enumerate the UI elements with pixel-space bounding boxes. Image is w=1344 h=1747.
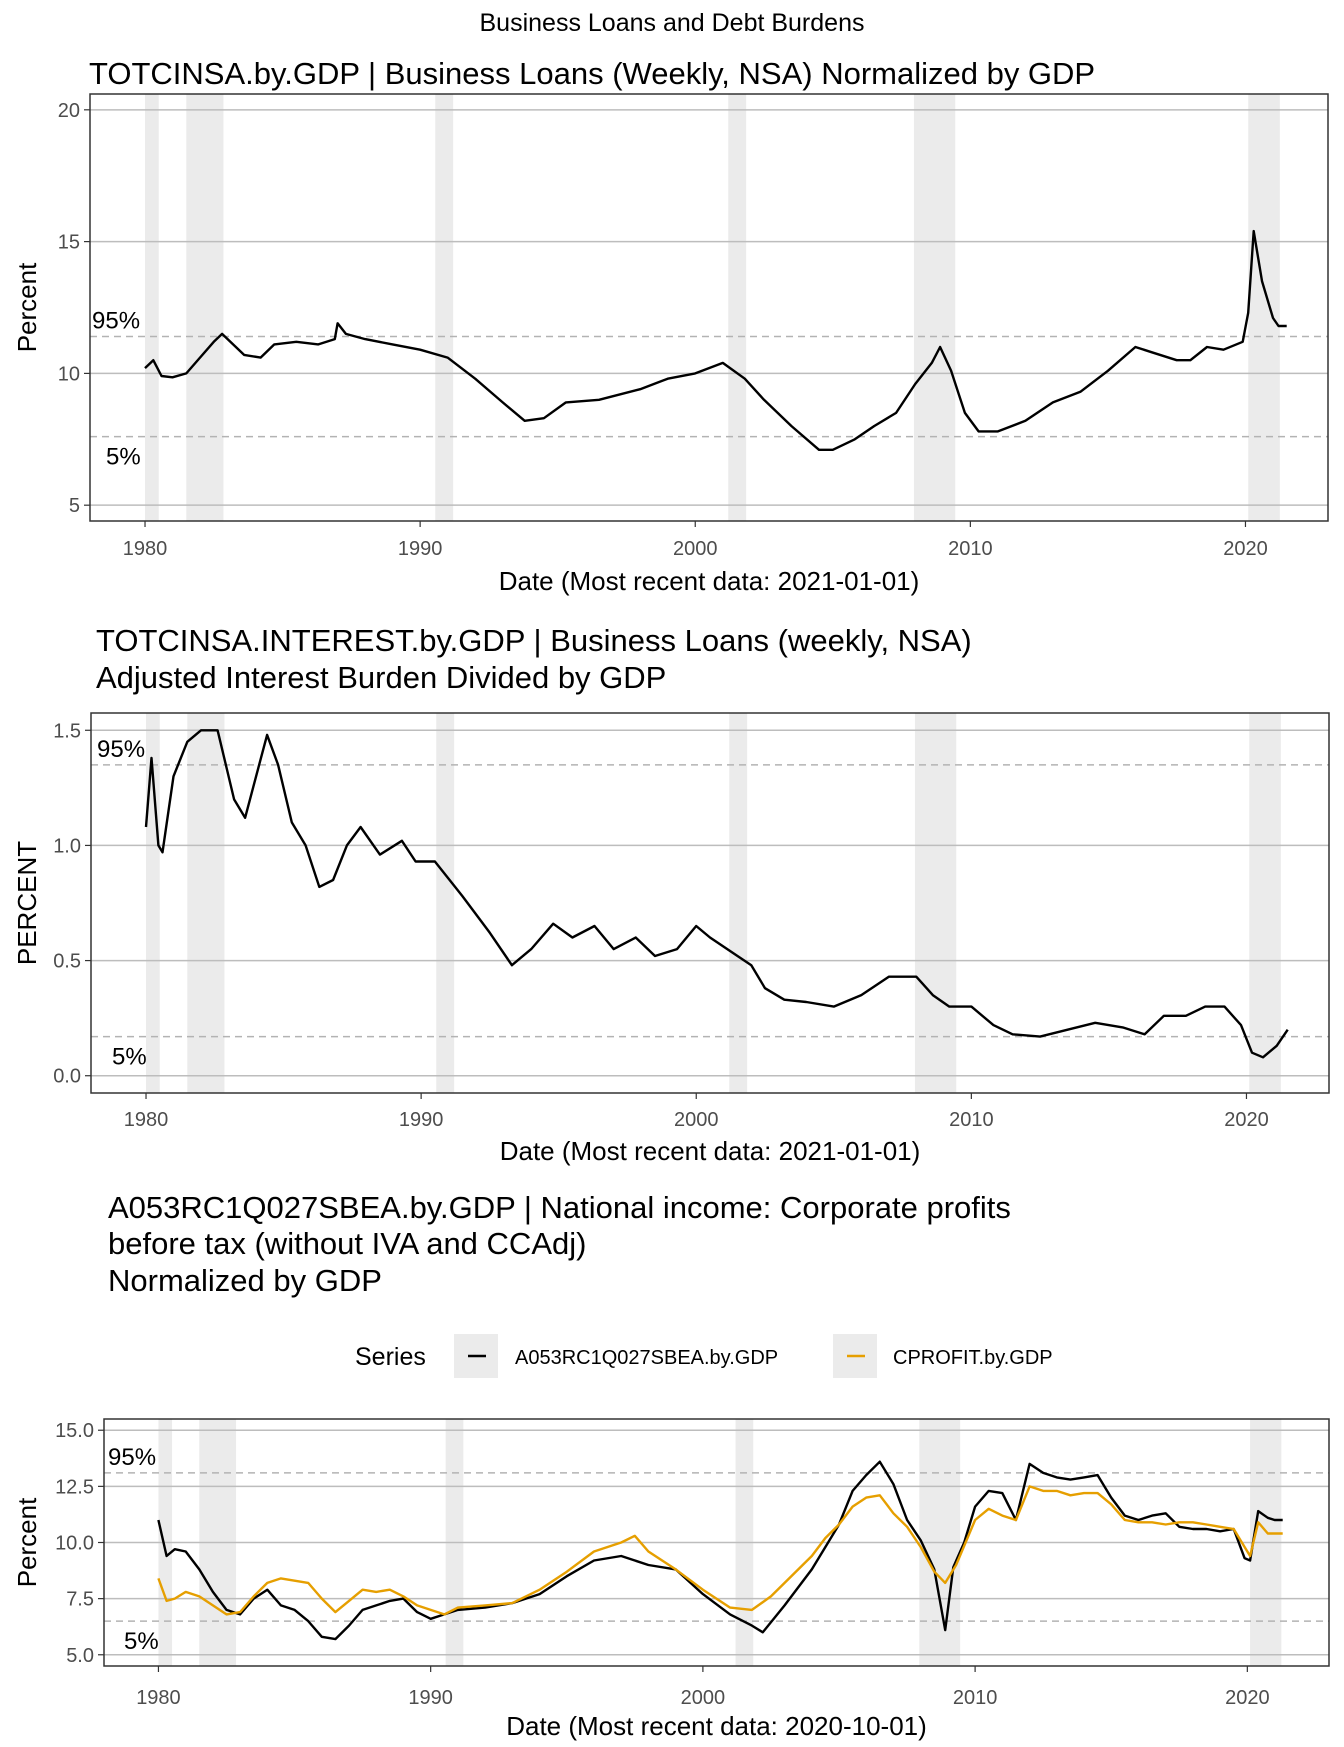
y-tick-label: 10.0 bbox=[55, 1533, 94, 1555]
panel-border bbox=[89, 93, 1329, 522]
x-tick-label: 1980 bbox=[136, 1687, 181, 1709]
page-title: Business Loans and Debt Burdens bbox=[480, 9, 865, 37]
x-tick-label: 2000 bbox=[674, 1109, 719, 1131]
chart-title: TOTCINSA.by.GDP | Business Loans (Weekly… bbox=[89, 56, 1095, 91]
chart-panel-1: TOTCINSA.by.GDP | Business Loans (Weekly… bbox=[12, 56, 1329, 596]
y-tick-label: 15.0 bbox=[55, 1420, 94, 1442]
x-axis-label: Date (Most recent data: 2021-01-01) bbox=[500, 1136, 921, 1166]
x-tick-label: 2000 bbox=[673, 538, 718, 560]
recession-band bbox=[914, 713, 957, 1093]
panel-border bbox=[103, 1418, 1330, 1667]
chart-title: before tax (without IVA and CCAdj) bbox=[108, 1226, 586, 1261]
chart-title: A053RC1Q027SBEA.by.GDP | National income… bbox=[108, 1190, 1011, 1225]
recession-band bbox=[145, 94, 159, 521]
x-tick-label: 2010 bbox=[948, 538, 993, 560]
x-tick-label: 2000 bbox=[681, 1687, 726, 1709]
chart-title: Normalized by GDP bbox=[108, 1263, 382, 1298]
percentile-label: 95% bbox=[92, 307, 140, 334]
x-tick-label: 2020 bbox=[1223, 538, 1268, 560]
chart-panel-3: A053RC1Q027SBEA.by.GDP | National income… bbox=[12, 1190, 1330, 1741]
y-tick-label: 12.5 bbox=[55, 1476, 94, 1498]
recession-band bbox=[728, 94, 747, 521]
y-tick-label: 0.5 bbox=[53, 951, 81, 973]
y-tick-label: 0.0 bbox=[53, 1066, 81, 1088]
y-axis-label: PERCENT bbox=[12, 841, 42, 965]
recession-band bbox=[1248, 94, 1280, 521]
recession-band bbox=[913, 94, 956, 521]
y-axis-label: Percent bbox=[12, 262, 42, 352]
x-tick-label: 1980 bbox=[123, 538, 168, 560]
recession-band bbox=[729, 713, 748, 1093]
x-tick-label: 1980 bbox=[124, 1109, 169, 1131]
y-tick-label: 20 bbox=[58, 100, 80, 122]
y-tick-label: 10 bbox=[58, 363, 80, 385]
panel-border bbox=[90, 712, 1330, 1094]
y-tick-label: 15 bbox=[58, 232, 80, 254]
y-tick-label: 1.5 bbox=[53, 720, 81, 742]
x-tick-label: 1990 bbox=[398, 538, 443, 560]
y-axis-label: Percent bbox=[12, 1497, 42, 1587]
chart-panel-2: TOTCINSA.INTEREST.by.GDP | Business Loan… bbox=[12, 623, 1330, 1166]
percentile-label: 5% bbox=[124, 1628, 159, 1655]
x-tick-label: 2010 bbox=[953, 1687, 998, 1709]
recession-band bbox=[436, 713, 455, 1093]
x-tick-label: 2010 bbox=[949, 1109, 994, 1131]
x-tick-label: 2020 bbox=[1225, 1687, 1270, 1709]
legend-label: CPROFIT.by.GDP bbox=[893, 1347, 1053, 1369]
x-tick-label: 1990 bbox=[399, 1109, 444, 1131]
chart-title: TOTCINSA.INTEREST.by.GDP | Business Loan… bbox=[96, 623, 972, 658]
legend-label: A053RC1Q027SBEA.by.GDP bbox=[515, 1347, 778, 1369]
series-line-1 bbox=[144, 229, 1287, 451]
y-tick-label: 1.0 bbox=[53, 835, 81, 857]
recession-band bbox=[435, 94, 454, 521]
x-axis-label: Date (Most recent data: 2020-10-01) bbox=[506, 1711, 927, 1741]
y-tick-label: 7.5 bbox=[66, 1589, 94, 1611]
legend-title: Series bbox=[355, 1343, 426, 1371]
chart-title: Adjusted Interest Burden Divided by GDP bbox=[96, 660, 666, 695]
series-line-1 bbox=[144, 729, 1289, 1059]
percentile-label: 95% bbox=[97, 736, 145, 763]
recession-band bbox=[1249, 713, 1281, 1093]
y-tick-label: 5.0 bbox=[66, 1645, 94, 1667]
percentile-label: 95% bbox=[108, 1444, 156, 1471]
series-line-2 bbox=[157, 1485, 1283, 1616]
percentile-label: 5% bbox=[106, 444, 141, 471]
x-tick-label: 2020 bbox=[1224, 1109, 1269, 1131]
percentile-label: 5% bbox=[112, 1044, 147, 1071]
y-tick-label: 5 bbox=[69, 495, 80, 517]
recession-band bbox=[187, 713, 225, 1093]
recession-band bbox=[186, 94, 224, 521]
x-tick-label: 1990 bbox=[408, 1687, 453, 1709]
x-axis-label: Date (Most recent data: 2021-01-01) bbox=[499, 566, 920, 596]
series-line-1 bbox=[157, 1460, 1283, 1641]
